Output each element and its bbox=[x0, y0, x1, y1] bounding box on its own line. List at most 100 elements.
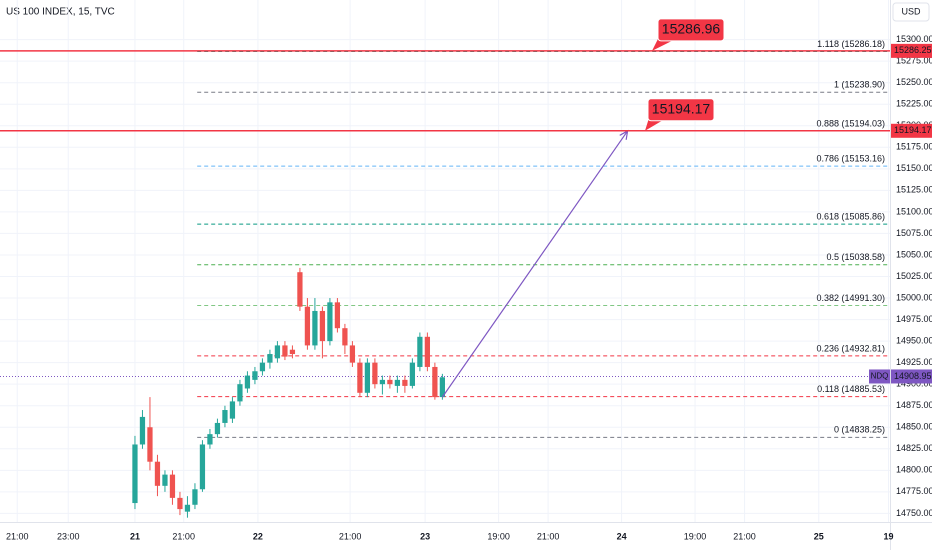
candle-body bbox=[229, 401, 236, 419]
y-tick-label: 15000.00 bbox=[896, 292, 932, 302]
candle-body bbox=[259, 362, 266, 372]
x-tick-label: 24 bbox=[617, 531, 627, 541]
candle-body bbox=[342, 328, 348, 346]
candle-body bbox=[199, 444, 206, 490]
candle-body bbox=[402, 379, 408, 386]
y-tick-label: 15125.00 bbox=[896, 185, 932, 195]
y-tick-label: 14825.00 bbox=[896, 443, 932, 453]
candle-body bbox=[192, 489, 198, 505]
candle-body bbox=[154, 461, 161, 486]
candle-body bbox=[319, 310, 326, 342]
fib-label: 0.382 (14991.30) bbox=[816, 293, 885, 303]
fib-label: 0.786 (15153.16) bbox=[816, 153, 885, 163]
candle-body bbox=[267, 354, 273, 363]
candle-body bbox=[409, 362, 416, 386]
candle-body bbox=[214, 422, 221, 435]
fib-label: 0.118 (14885.53) bbox=[817, 384, 885, 394]
y-tick-label: 15100.00 bbox=[896, 206, 932, 216]
callout-label: 15194.17 bbox=[652, 100, 711, 116]
candle-body bbox=[334, 302, 341, 329]
y-tick-label: 15025.00 bbox=[896, 271, 932, 281]
y-tick-label: 14975.00 bbox=[896, 314, 932, 324]
candle-body bbox=[177, 497, 183, 510]
candle-body bbox=[297, 272, 303, 307]
last-price-label: 14908.95 bbox=[894, 371, 932, 381]
y-tick-label: 15225.00 bbox=[896, 99, 932, 109]
callout-label: 15286.96 bbox=[662, 21, 721, 37]
y-tick-label: 14925.00 bbox=[896, 357, 932, 367]
fib-label: 0.888 (15194.03) bbox=[816, 118, 885, 128]
x-tick-label: 21 bbox=[130, 531, 140, 541]
candle-body bbox=[237, 384, 243, 402]
fib-label: 1 (15238.90) bbox=[834, 80, 885, 90]
price-tag bbox=[891, 123, 932, 138]
y-tick-label: 15275.00 bbox=[896, 56, 932, 66]
y-tick-label: 14775.00 bbox=[896, 486, 932, 496]
y-tick-label: 15150.00 bbox=[896, 163, 932, 173]
y-tick-label: 14900.00 bbox=[896, 379, 932, 389]
y-tick-label: 15300.00 bbox=[896, 34, 932, 44]
y-tick-label: 15250.00 bbox=[896, 77, 932, 87]
candle-body bbox=[252, 371, 258, 380]
candle-body bbox=[304, 306, 311, 346]
candle-body bbox=[394, 379, 401, 386]
candle-body bbox=[364, 362, 371, 393]
fib-label: 1.118 (15286.18) bbox=[817, 39, 885, 49]
candle-body bbox=[147, 427, 153, 462]
candle-body bbox=[244, 375, 251, 389]
fib-label: 0.236 (14932.81) bbox=[816, 343, 885, 353]
candle-body bbox=[169, 474, 176, 498]
currency-label: USD bbox=[901, 6, 921, 16]
x-tick-label: 22 bbox=[253, 531, 263, 541]
price-tag bbox=[891, 43, 932, 58]
fib-label: 0 (14838.25) bbox=[834, 425, 885, 435]
candle-body bbox=[349, 345, 356, 363]
x-tick-label: 21:00 bbox=[172, 531, 195, 541]
candle-body bbox=[372, 362, 378, 385]
x-tick-label: 25 bbox=[814, 531, 824, 541]
callout-box bbox=[647, 98, 715, 122]
x-tick-label: 19 bbox=[883, 531, 893, 541]
x-tick-label: 19:00 bbox=[487, 531, 510, 541]
x-tick-label: 21:00 bbox=[733, 531, 756, 541]
y-tick-label: 15075.00 bbox=[896, 228, 932, 238]
y-tick-label: 15175.00 bbox=[896, 142, 932, 152]
candle-body bbox=[312, 310, 318, 346]
fib-label: 0.5 (15038.58) bbox=[826, 252, 885, 262]
candle-body bbox=[282, 345, 288, 357]
price-tag-label: 15286.25 bbox=[894, 45, 932, 55]
candle-body bbox=[424, 336, 431, 367]
candle-body bbox=[289, 349, 296, 355]
x-tick-label: 19:00 bbox=[684, 531, 707, 541]
x-tick-label: 21:00 bbox=[537, 531, 560, 541]
candle-body bbox=[387, 379, 393, 385]
symbol-tag bbox=[869, 369, 890, 384]
candle-body bbox=[132, 444, 138, 504]
candle-body bbox=[417, 336, 423, 367]
candle-body bbox=[139, 416, 146, 445]
y-tick-label: 14800.00 bbox=[896, 465, 932, 475]
y-tick-label: 14850.00 bbox=[896, 422, 932, 432]
x-tick-label: 21:00 bbox=[6, 531, 29, 541]
candle-body bbox=[162, 474, 168, 486]
currency-button[interactable] bbox=[892, 2, 930, 22]
y-tick-label: 14950.00 bbox=[896, 335, 932, 345]
candle-body bbox=[222, 410, 228, 423]
last-price-tag bbox=[891, 369, 932, 384]
x-tick-label: 21:00 bbox=[339, 531, 362, 541]
candle-body bbox=[439, 377, 445, 398]
projection-arrow bbox=[441, 130, 629, 398]
candle-body bbox=[327, 302, 333, 342]
fib-label: 0.618 (15085.86) bbox=[816, 211, 885, 221]
candle-body bbox=[357, 362, 363, 393]
y-tick-label: 15050.00 bbox=[896, 249, 932, 259]
candle-body bbox=[432, 366, 438, 398]
y-tick-label: 14750.00 bbox=[896, 508, 932, 518]
price-tag-label: 15194.17 bbox=[894, 125, 932, 135]
candle-body bbox=[184, 504, 191, 512]
chart-title: US 100 INDEX, 15, TVC bbox=[6, 7, 115, 18]
candle-body bbox=[379, 379, 386, 385]
candle-body bbox=[274, 345, 281, 359]
